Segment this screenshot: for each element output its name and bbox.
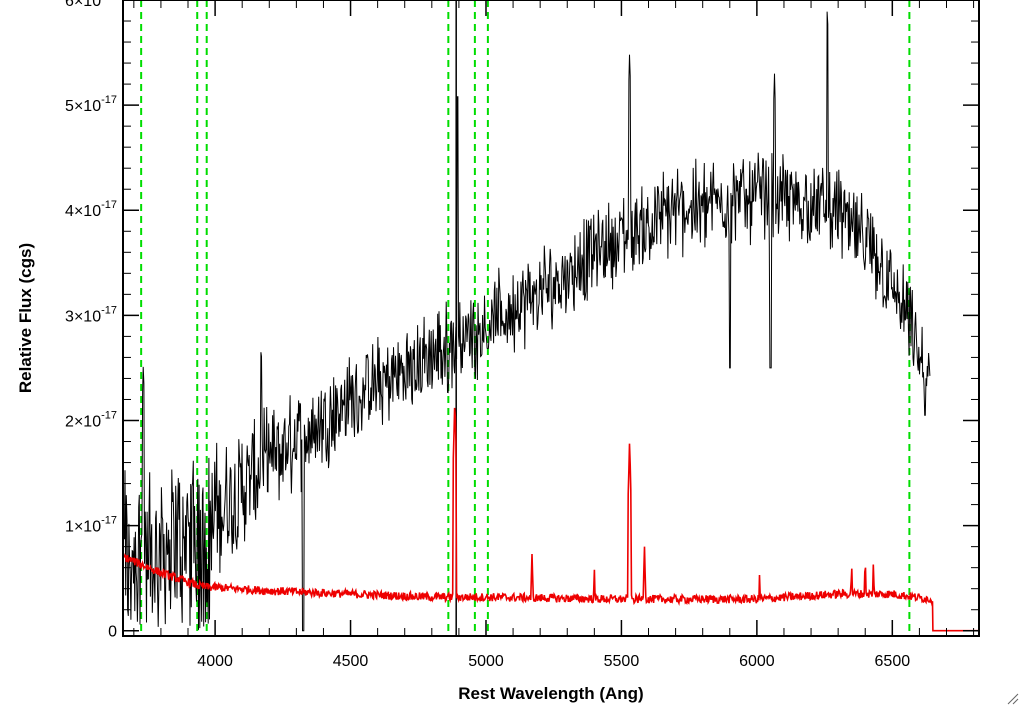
resize-grip-icon[interactable] [1007, 693, 1019, 705]
x-axis-title: Rest Wavelength (Ang) [458, 684, 643, 703]
y-tick-label: 4×10-17 [65, 199, 117, 220]
y-axis-title: Relative Flux (cgs) [16, 243, 35, 393]
x-axis-ticks: 4000 4500 5000 5500 6000 6500 [133, 0, 975, 670]
x-tick-label: 5000 [468, 653, 504, 670]
plot-frame [122, 0, 980, 637]
error-spectrum-line [123, 407, 979, 632]
y-tick-label: 0 [108, 624, 117, 641]
x-tick-label: 6000 [739, 653, 775, 670]
x-tick-label: 5500 [604, 653, 640, 670]
y-tick-label: 5×10-17 [65, 94, 117, 115]
y-tick-label: 3×10-17 [65, 304, 117, 325]
x-tick-label: 4000 [197, 653, 233, 670]
y-tick-label: 1×10-17 [65, 515, 117, 536]
y-tick-label: 2×10-17 [65, 409, 117, 430]
series-layer [123, 11, 979, 632]
y-tick-label: 6×10-17 [65, 0, 117, 10]
x-tick-label: 4500 [333, 653, 369, 670]
flux-spectrum-line [123, 11, 931, 632]
y-axis-ticks: 0 1×10-17 2×10-17 3×10-17 4×10-17 5×10-17 6×10… [65, 0, 979, 641]
x-tick-label: 6500 [875, 653, 911, 670]
